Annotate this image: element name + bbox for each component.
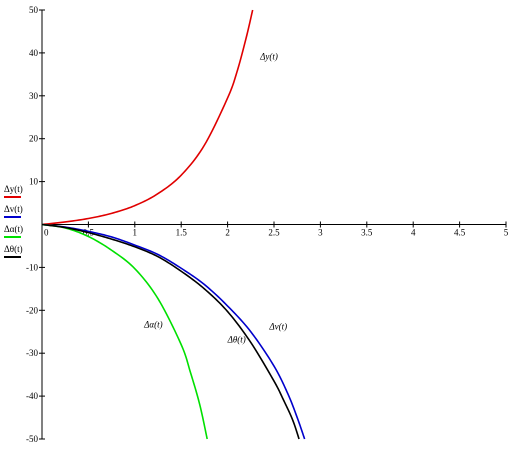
y-tick-label: -20 — [26, 305, 38, 315]
curve-label: Δθ(t) — [227, 334, 246, 344]
curve-label: Δv(t) — [268, 322, 287, 332]
y-tick-label: 20 — [29, 134, 39, 144]
x-tick-label: 3.5 — [361, 228, 373, 238]
x-tick-label: 0 — [44, 228, 49, 238]
legend-label: Δθ(t) — [4, 244, 23, 254]
y-tick-label: 50 — [29, 5, 39, 15]
legend-label: Δv(t) — [4, 204, 23, 214]
y-tick-label: 30 — [29, 91, 39, 101]
series-line-3 — [41, 223, 208, 440]
legend-label: Δy(t) — [4, 184, 23, 194]
series-line-4 — [41, 223, 300, 440]
legend: Δy(t) Δv(t) Δα(t) Δθ(t) — [4, 184, 23, 258]
x-tick-label: 5 — [504, 228, 509, 238]
curve-labels: Δy(t) Δα(t) Δθ(t) Δv(t) — [143, 51, 287, 344]
y-tick-label: 40 — [29, 48, 39, 58]
x-tick-label: 2.5 — [268, 228, 280, 238]
x-tick-label: 1 — [133, 228, 138, 238]
x-tick-label: 4 — [411, 228, 416, 238]
y-tick-label: 10 — [29, 177, 39, 187]
y-tick-label: -40 — [26, 391, 38, 401]
x-tick-label: 4.5 — [454, 228, 466, 238]
series-line-2 — [41, 223, 306, 440]
curve-label: Δα(t) — [143, 319, 163, 329]
legend-label: Δα(t) — [4, 224, 23, 234]
series-line-1 — [41, 9, 254, 226]
x-ticks: 0 0.5 1 1.5 2 2.5 3 3.5 4 4.5 5 — [41, 221, 509, 238]
y-ticks: -50 -40 -30 -20 -10 10 20 30 40 50 — [26, 5, 45, 444]
y-tick-label: -30 — [26, 348, 38, 358]
x-tick-label: 2 — [225, 228, 230, 238]
y-tick-label: -10 — [26, 262, 38, 272]
x-tick-label: 1.5 — [176, 228, 188, 238]
x-axis: 0 0.5 1 1.5 2 2.5 3 3.5 4 4.5 5 — [41, 221, 509, 238]
x-tick-label: 3 — [318, 228, 323, 238]
y-tick-label: -50 — [26, 434, 38, 444]
curve-label: Δy(t) — [259, 51, 278, 61]
series-lines — [41, 9, 306, 440]
